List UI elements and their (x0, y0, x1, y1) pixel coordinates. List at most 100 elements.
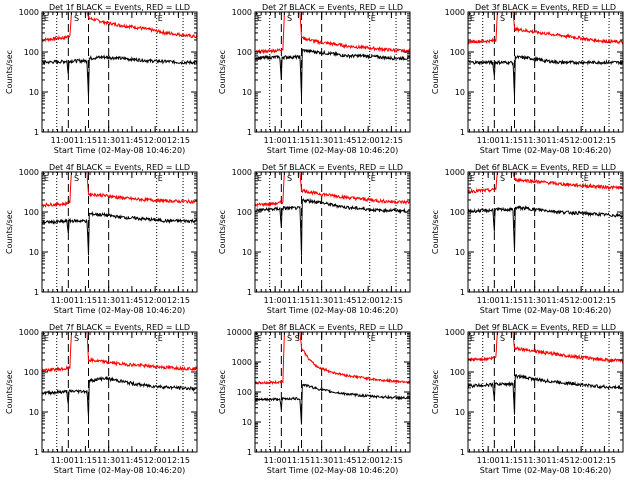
x-tick-label: 11:15 (500, 456, 523, 465)
x-tick-label: 11:00 (477, 296, 500, 305)
y-tick-label: 10 (29, 248, 39, 257)
event-marker: S (287, 14, 292, 23)
y-tick-label: 1 (34, 128, 39, 137)
x-tick-label: 11:00 (51, 136, 74, 145)
plot-frame (41, 331, 198, 453)
y-axis-label: Counts/sec (218, 210, 227, 254)
y-tick-label: 1000 (232, 8, 252, 17)
event-marker: E (470, 14, 475, 23)
x-axis-label: Start Time (02-May-08 10:46:20) (267, 466, 398, 475)
event-marker: S (500, 14, 505, 23)
y-axis-label: Counts/sec (5, 50, 14, 94)
series-line-red (41, 11, 198, 43)
y-axis-label: Counts/sec (431, 50, 440, 94)
x-tick-label: 12:15 (593, 296, 616, 305)
x-tick-label: 11:30 (97, 296, 120, 305)
x-tick-label: 11:15 (500, 296, 523, 305)
y-tick-label: 10 (29, 408, 39, 417)
y-tick-label: 1000 (19, 328, 39, 337)
x-tick-label: 11:00 (51, 456, 74, 465)
event-marker: E (257, 14, 262, 23)
panel-8: Det 8f BLACK = Events, RED = LLD 1 10 100 10… (218, 323, 411, 475)
x-tick-label: 12:00 (357, 296, 380, 305)
y-tick-label: 100 (24, 368, 39, 377)
panel-title: Det 4f BLACK = Events, RED = LLD (49, 163, 190, 172)
x-tick-label: 11:00 (477, 136, 500, 145)
y-tick-label: 100 (450, 48, 465, 57)
y-tick-label: 1 (247, 448, 252, 457)
event-marker: S (74, 14, 79, 23)
x-axis-label: Start Time (02-May-08 10:46:20) (54, 146, 185, 155)
y-tick-label: 100 (450, 368, 465, 377)
event-marker: E (44, 174, 49, 183)
x-tick-label: 12:15 (380, 296, 403, 305)
event-marker: E (584, 14, 589, 23)
panel-title: Det 3f BLACK = Events, RED = LLD (475, 3, 616, 12)
y-tick-label: 10 (455, 248, 465, 257)
x-tick-label: 12:00 (144, 296, 167, 305)
x-tick-label: 12:00 (570, 296, 593, 305)
x-axis-label: Start Time (02-May-08 10:46:20) (54, 306, 185, 315)
x-tick-label: 11:45 (546, 296, 569, 305)
series-line-black (467, 205, 624, 251)
x-tick-label: 11:30 (523, 136, 546, 145)
panel-1: Det 1f BLACK = Events, RED = LLD 1 10 100 10… (5, 3, 198, 155)
y-axis-label: Counts/sec (431, 370, 440, 414)
x-tick-label: 11:15 (287, 296, 310, 305)
x-tick-label: 12:00 (570, 136, 593, 145)
x-tick-label: 12:15 (593, 456, 616, 465)
y-axis-label: Counts/sec (5, 370, 14, 414)
series-line-black (467, 373, 624, 415)
y-axis-label: Counts/sec (218, 50, 227, 94)
x-tick-label: 12:00 (570, 456, 593, 465)
x-tick-label: 11:30 (310, 296, 333, 305)
series-line-red (254, 11, 411, 55)
series-line-red (467, 171, 624, 194)
x-tick-label: 11:45 (333, 296, 356, 305)
panel-9: Det 9f BLACK = Events, RED = LLD 1 10 100 10… (431, 323, 624, 475)
y-tick-label: 10 (242, 248, 252, 257)
series-line-red (254, 171, 411, 208)
panel-2: Det 2f BLACK = Events, RED = LLD 1 10 100 10… (218, 3, 411, 155)
panel-title: Det 5f BLACK = Events, RED = LLD (262, 163, 403, 172)
panel-6: Det 6f BLACK = Events, RED = LLD 1 10 100 10… (431, 163, 624, 315)
panel-title: Det 8f BLACK = Events, RED = LLD (262, 323, 403, 332)
event-marker: E (470, 334, 475, 343)
x-tick-label: 11:45 (120, 296, 143, 305)
event-marker: S (74, 174, 79, 183)
x-tick-label: 11:00 (51, 296, 74, 305)
x-tick-label: 12:15 (380, 136, 403, 145)
panel-3: Det 3f BLACK = Events, RED = LLD 1 10 100 10… (431, 3, 624, 155)
x-axis-label: Start Time (02-May-08 10:46:20) (480, 306, 611, 315)
y-tick-label: 1000 (445, 328, 465, 337)
y-tick-label: 10 (242, 418, 252, 427)
y-axis-label: Counts/sec (431, 210, 440, 254)
series-line-black (254, 48, 411, 97)
x-tick-label: 12:15 (167, 296, 190, 305)
plot-frame (467, 171, 624, 293)
panel-title: Det 7f BLACK = Events, RED = LLD (49, 323, 190, 332)
x-tick-label: 11:45 (546, 136, 569, 145)
event-marker: E (158, 174, 163, 183)
y-tick-label: 100 (24, 208, 39, 217)
event-marker: E (257, 334, 262, 343)
event-marker: E (44, 334, 49, 343)
panel-7: Det 7f BLACK = Events, RED = LLD 1 10 100 10… (5, 323, 198, 475)
plot-frame (467, 331, 624, 453)
x-tick-label: 11:15 (500, 136, 523, 145)
y-axis-label: Counts/sec (218, 370, 227, 414)
event-marker: E (44, 14, 49, 23)
series-line-red (467, 331, 624, 364)
x-tick-label: 11:30 (97, 456, 120, 465)
y-tick-label: 1 (34, 288, 39, 297)
y-tick-label: 100 (237, 48, 252, 57)
plot-frame (254, 171, 411, 293)
panel-title: Det 1f BLACK = Events, RED = LLD (49, 3, 190, 12)
panel-title: Det 6f BLACK = Events, RED = LLD (475, 163, 616, 172)
y-tick-label: 1000 (445, 8, 465, 17)
panel-title: Det 2f BLACK = Events, RED = LLD (262, 3, 403, 12)
x-axis-label: Start Time (02-May-08 10:46:20) (267, 146, 398, 155)
event-marker: E (470, 174, 475, 183)
x-tick-label: 11:00 (264, 456, 287, 465)
